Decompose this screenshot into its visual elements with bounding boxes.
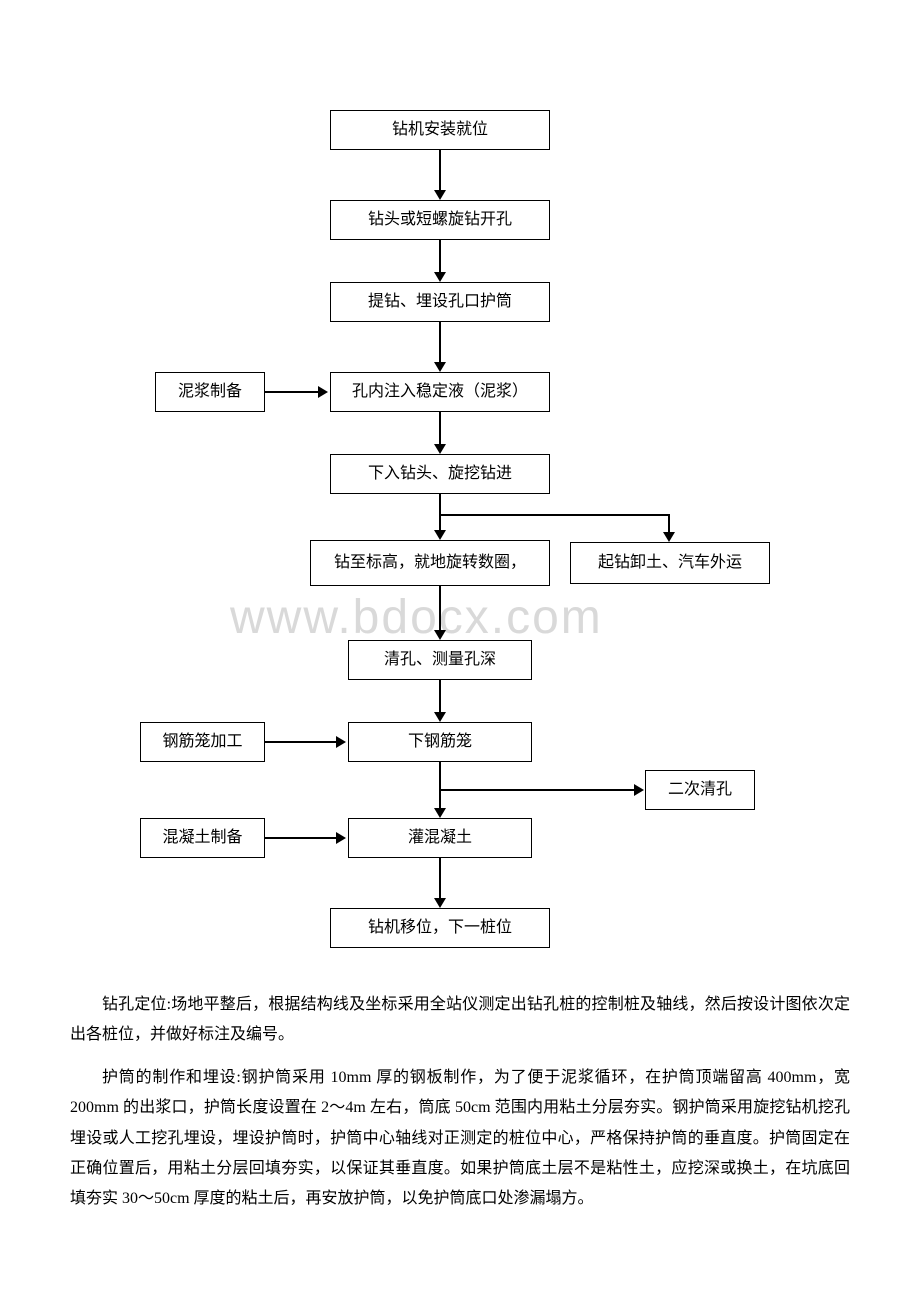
paragraph-2: 护筒的制作和埋设:钢护筒采用 10mm 厚的钢板制作，为了便于泥浆循环，在护筒顶… bbox=[70, 1063, 850, 1215]
edge bbox=[439, 586, 441, 632]
node-label: 泥浆制备 bbox=[178, 382, 242, 403]
edge bbox=[265, 391, 320, 393]
edge bbox=[439, 858, 441, 900]
arrowhead bbox=[434, 530, 446, 540]
edge bbox=[439, 322, 441, 364]
arrowhead bbox=[434, 630, 446, 640]
edge bbox=[439, 412, 441, 446]
arrowhead bbox=[318, 386, 328, 398]
node-label: 钻机移位，下一桩位 bbox=[368, 918, 512, 939]
edge bbox=[265, 837, 338, 839]
node-label: 钻机安装就位 bbox=[392, 120, 488, 141]
node-clean-hole: 清孔、测量孔深 bbox=[348, 640, 532, 680]
arrowhead bbox=[434, 272, 446, 282]
node-cage-prep: 钢筋笼加工 bbox=[140, 722, 265, 762]
node-label: 清孔、测量孔深 bbox=[384, 650, 496, 671]
arrowhead bbox=[434, 444, 446, 454]
node-label: 钢筋笼加工 bbox=[162, 732, 242, 753]
node-install: 钻机安装就位 bbox=[330, 110, 550, 150]
node-label: 钻至标高，就地旋转数圈， bbox=[334, 553, 526, 574]
flowchart-container: www.bdocx.com 钻机安装就位 钻头或短螺旋钻开孔 提钻、埋设孔口护筒… bbox=[0, 0, 920, 960]
edge bbox=[668, 514, 670, 534]
node-label: 提钻、埋设孔口护筒 bbox=[368, 292, 512, 313]
arrowhead bbox=[434, 808, 446, 818]
edge bbox=[439, 494, 441, 532]
node-label: 下入钻头、旋挖钻进 bbox=[368, 464, 512, 485]
paragraph-1: 钻孔定位:场地平整后，根据结构线及坐标采用全站仪测定出钻孔桩的控制桩及轴线，然后… bbox=[70, 990, 850, 1051]
edge bbox=[439, 762, 441, 810]
node-label: 二次清孔 bbox=[668, 780, 732, 801]
edge bbox=[439, 240, 441, 274]
node-label: 下钢筋笼 bbox=[408, 732, 472, 753]
node-cage: 下钢筋笼 bbox=[348, 722, 532, 762]
node-label: 起钻卸土、汽车外运 bbox=[598, 553, 742, 574]
node-inject-mud: 孔内注入稳定液（泥浆） bbox=[330, 372, 550, 412]
arrowhead bbox=[434, 362, 446, 372]
node-concrete: 灌混凝土 bbox=[348, 818, 532, 858]
text-content: 钻孔定位:场地平整后，根据结构线及坐标采用全站仪测定出钻孔桩的控制桩及轴线，然后… bbox=[0, 960, 920, 1267]
watermark: www.bdocx.com bbox=[230, 590, 603, 645]
node-label: 混凝土制备 bbox=[162, 828, 242, 849]
arrowhead bbox=[336, 736, 346, 748]
edge bbox=[265, 741, 338, 743]
arrowhead bbox=[663, 532, 675, 542]
node-elevation: 钻至标高，就地旋转数圈， bbox=[310, 540, 550, 586]
arrowhead bbox=[434, 190, 446, 200]
arrowhead bbox=[336, 832, 346, 844]
node-unload: 起钻卸土、汽车外运 bbox=[570, 542, 770, 584]
node-label: 灌混凝土 bbox=[408, 828, 472, 849]
node-label: 钻头或短螺旋钻开孔 bbox=[368, 210, 512, 231]
node-casing: 提钻、埋设孔口护筒 bbox=[330, 282, 550, 322]
node-second-clean: 二次清孔 bbox=[645, 770, 755, 810]
arrowhead bbox=[434, 712, 446, 722]
node-mud-prep: 泥浆制备 bbox=[155, 372, 265, 412]
node-label: 孔内注入稳定液（泥浆） bbox=[352, 382, 528, 403]
node-concrete-prep: 混凝土制备 bbox=[140, 818, 265, 858]
arrowhead bbox=[634, 784, 644, 796]
node-move: 钻机移位，下一桩位 bbox=[330, 908, 550, 948]
edge bbox=[439, 150, 441, 192]
edge bbox=[440, 514, 670, 516]
node-rotary: 下入钻头、旋挖钻进 bbox=[330, 454, 550, 494]
edge bbox=[440, 789, 637, 791]
edge bbox=[439, 680, 441, 714]
node-drill-open: 钻头或短螺旋钻开孔 bbox=[330, 200, 550, 240]
arrowhead bbox=[434, 898, 446, 908]
